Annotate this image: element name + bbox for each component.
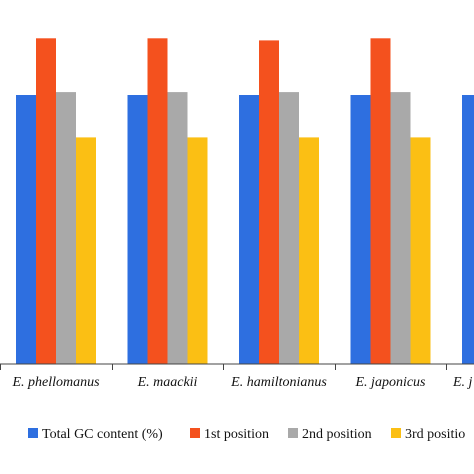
x-tick-labels: E. phellomanus E. maackii E. hamiltonianus… (11, 375, 472, 390)
legend-swatch-2 (190, 428, 200, 438)
bar-3-1 (56, 92, 76, 364)
legend: Total GC content (%) 1st position 2nd posi… (28, 427, 465, 442)
x-tick-label-5: E. j (452, 375, 473, 390)
x-tick-label-2: E. maackii (137, 375, 198, 390)
legend-label-1: Total GC content (%) (42, 427, 163, 442)
legend-label-4: 3rd positio (405, 427, 465, 442)
bar-3-2 (167, 92, 188, 364)
bar-1-5 (462, 95, 474, 364)
bar-3-3 (279, 92, 299, 364)
legend-swatch-1 (28, 428, 38, 438)
bar-1-1 (16, 95, 36, 364)
bar-1-2 (127, 95, 148, 364)
legend-label-2: 1st position (204, 427, 269, 442)
bar-4-4 (410, 137, 431, 364)
legend-swatch-3 (288, 428, 298, 438)
x-tick-label-1: E. phellomanus (11, 375, 100, 390)
legend-label-3: 2nd position (302, 427, 372, 442)
bar-4-1 (76, 137, 96, 364)
bar-4-2 (187, 137, 208, 364)
bar-4-3 (299, 137, 319, 364)
bar-2-4 (370, 38, 391, 365)
bar-2-3 (259, 40, 279, 365)
x-tick-marks (0, 364, 447, 370)
x-tick-label-4: E. japonicus (355, 375, 427, 390)
x-tick-label-3: E. hamiltonianus (230, 375, 327, 390)
bar-2-2 (147, 38, 168, 365)
bar-2-1 (36, 38, 56, 365)
bars-layer (16, 38, 474, 365)
bar-3-4 (390, 92, 411, 364)
legend-swatch-4 (391, 428, 401, 438)
bar-1-3 (239, 95, 259, 364)
bar-1-4 (350, 95, 371, 364)
